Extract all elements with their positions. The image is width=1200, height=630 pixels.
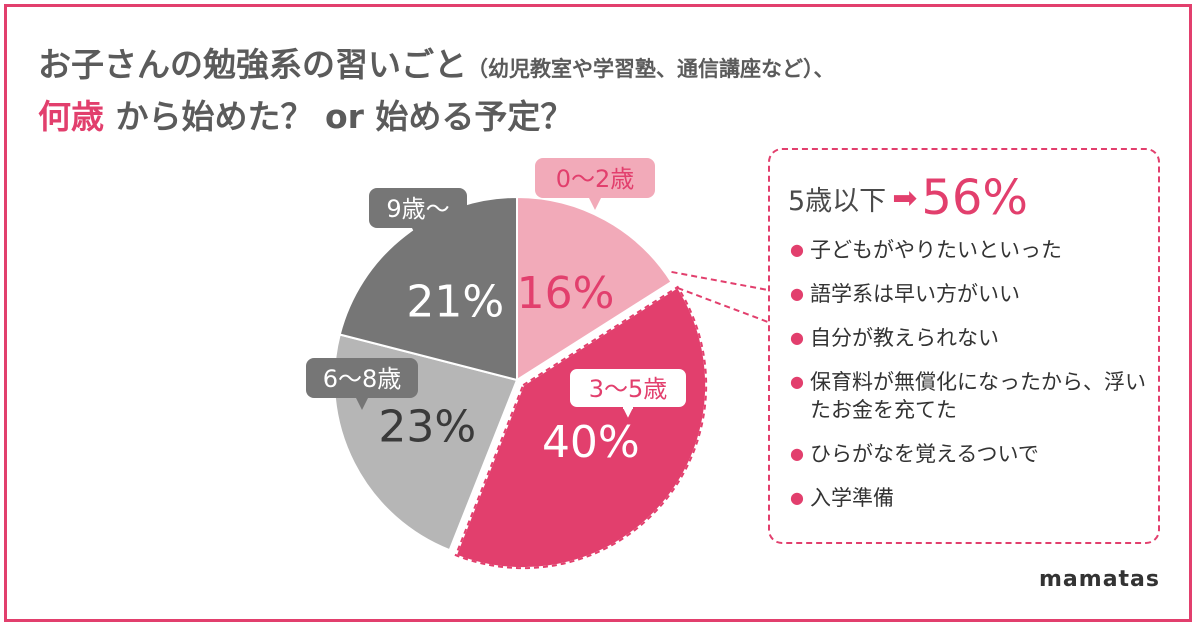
reason-item: ● 自分が教えられない xyxy=(790,324,1150,352)
bullet-icon: ● xyxy=(790,444,804,463)
pie-slice-group xyxy=(516,195,673,382)
reason-item: ● 保育料が無償化になったから、浮いたお金を充てた xyxy=(790,368,1150,424)
reason-text: 語学系は早い方がいい xyxy=(810,282,1020,306)
bullet-icon: ● xyxy=(790,240,804,259)
reason-item: ● 入学準備 xyxy=(790,484,1150,512)
title-sub: （幼児教室や学習塾、通信講座など）、 xyxy=(467,57,835,81)
category-label: 3〜5歳 xyxy=(589,375,668,403)
slice-percent-label: 16% xyxy=(517,268,615,319)
bullet-icon: ● xyxy=(790,284,804,303)
arrow-right-icon: ➡ xyxy=(892,180,918,216)
reason-text: ひらがなを覚えるついで xyxy=(810,442,1039,466)
category-label-box xyxy=(535,158,655,198)
pie-slice xyxy=(516,195,673,382)
pie-slice-group xyxy=(454,285,708,570)
headline-label: 5歳以下 xyxy=(788,185,887,217)
callout-pointer xyxy=(589,198,601,210)
pie-slice-group xyxy=(338,195,518,382)
slice-percent-label: 40% xyxy=(542,417,640,468)
bullet-icon: ● xyxy=(790,328,804,347)
bullet-icon: ● xyxy=(790,488,804,507)
category-label-box xyxy=(306,358,418,398)
reasons-panel: 5歳以下 ➡ 56% ● 子どもがやりたいといった ● 語学系は早い方がいい ● 自分が教… xyxy=(768,148,1160,544)
callout-pointer xyxy=(356,398,368,410)
category-label: 9歳〜 xyxy=(386,195,449,223)
reason-item: ● 子どもがやりたいといった xyxy=(790,236,1150,264)
slice-percent-label: 21% xyxy=(406,276,504,327)
title-accent: 何歳 xyxy=(38,97,104,136)
slice-percent-label: 23% xyxy=(378,402,476,453)
connector-line xyxy=(677,287,769,323)
category-label: 0〜2歳 xyxy=(556,165,635,193)
brand-logo: mamatas xyxy=(1039,567,1160,592)
reason-text: 自分が教えられない xyxy=(810,326,999,350)
reason-item: ● 語学系は早い方がいい xyxy=(790,280,1150,308)
pie-slice xyxy=(338,195,518,382)
reasons-list: ● 子どもがやりたいといった ● 語学系は早い方がいい ● 自分が教えられない ● 保育料が無… xyxy=(790,236,1150,528)
title-rest: から始めた？ or 始める予定？ xyxy=(115,97,574,136)
callout-pointer-mask xyxy=(623,406,633,409)
headline-value: 56% xyxy=(921,170,1029,226)
chart-title-line1: お子さんの勉強系の習いごと（幼児教室や学習塾、通信講座など）、 xyxy=(38,38,835,86)
reason-text: 子どもがやりたいといった xyxy=(810,238,1062,262)
pie-slice-outline xyxy=(454,285,708,570)
headline: 5歳以下 ➡ 56% xyxy=(788,170,1028,226)
title-main: お子さんの勉強系の習いごと xyxy=(38,45,467,84)
callout-pointer xyxy=(412,228,424,240)
category-label: 6〜8歳 xyxy=(323,365,402,393)
frame-border xyxy=(4,4,1192,622)
reason-text: 入学準備 xyxy=(810,486,894,510)
reason-text: 保育料が無償化になったから、浮いたお金を充てた xyxy=(810,370,1146,422)
bullet-icon: ● xyxy=(790,372,804,391)
chart-title-line2: 何歳 から始めた？ or 始める予定？ xyxy=(38,90,573,138)
category-label-box xyxy=(369,188,467,228)
connector-line xyxy=(671,270,769,291)
callout-pointer xyxy=(621,407,635,423)
reason-item: ● ひらがなを覚えるついで xyxy=(790,440,1150,468)
